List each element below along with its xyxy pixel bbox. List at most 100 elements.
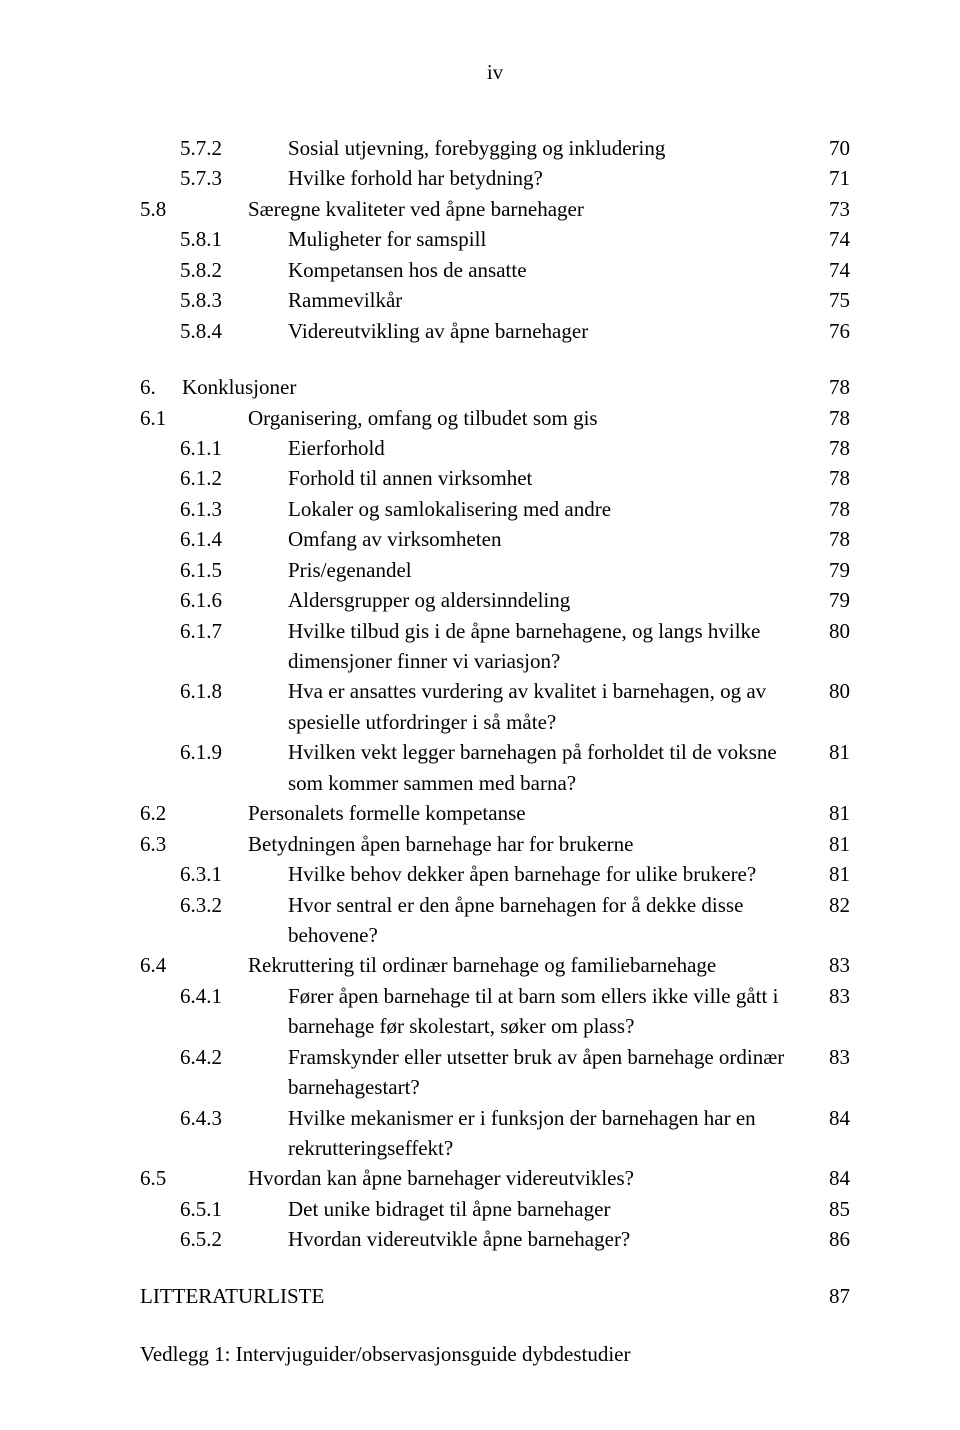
toc-entry-title: Hvordan videreutvikle åpne barnehager? (288, 1224, 820, 1254)
page-number: iv (140, 60, 850, 85)
toc-entry-page: 83 (820, 981, 850, 1042)
toc-entry: 5.8.2Kompetansen hos de ansatte74 (140, 255, 850, 285)
toc-entry-title: Særegne kvaliteter ved åpne barnehager (248, 194, 820, 224)
toc-entry-title: Framskynder eller utsetter bruk av åpen … (288, 1042, 820, 1103)
toc-entry-page: 78 (820, 494, 850, 524)
toc-entry-title: Omfang av virksomheten (288, 524, 820, 554)
toc-entry-page: 86 (820, 1224, 850, 1254)
toc-entry-number: 6.5.1 (140, 1194, 288, 1224)
toc-entry-title: Eierforhold (288, 433, 820, 463)
toc-entry: 6.4.1Fører åpen barnehage til at barn so… (140, 981, 850, 1042)
toc-entry: 6.1.8Hva er ansattes vurdering av kvalit… (140, 676, 850, 737)
toc-entry: 6.1.6Aldersgrupper og aldersinndeling79 (140, 585, 850, 615)
toc-entry-page: 78 (820, 372, 850, 402)
toc-entry-page: 78 (820, 433, 850, 463)
toc-entry-title: Vedlegg 1: Intervjuguider/observasjonsgu… (140, 1339, 850, 1369)
toc-container: 5.7.2Sosial utjevning, forebygging og in… (140, 133, 850, 1370)
toc-entry-number: 5.8 (140, 194, 248, 224)
toc-entry-number: 5.8.4 (140, 316, 288, 346)
toc-entry-title: Hvor sentral er den åpne barnehagen for … (288, 890, 820, 951)
toc-entry: 5.8.4Videreutvikling av åpne barnehager7… (140, 316, 850, 346)
toc-entry-number: 6.4.2 (140, 1042, 288, 1103)
toc-entry-number: 5.8.3 (140, 285, 288, 315)
toc-entry: LITTERATURLISTE87 (140, 1281, 850, 1311)
toc-entry-page: 81 (820, 859, 850, 889)
toc-entry-page: 84 (820, 1103, 850, 1164)
toc-entry-number: 5.8.1 (140, 224, 288, 254)
toc-entry-number: 5.7.3 (140, 163, 288, 193)
toc-entry-number: 6.1.8 (140, 676, 288, 737)
toc-entry-title: Hvilke mekanismer er i funksjon der barn… (288, 1103, 820, 1164)
toc-entry-page: 76 (820, 316, 850, 346)
toc-entry: 6.5Hvordan kan åpne barnehager videreutv… (140, 1163, 850, 1193)
toc-entry-page: 73 (820, 194, 850, 224)
toc-entry-title: Fører åpen barnehage til at barn som ell… (288, 981, 820, 1042)
toc-entry-title: Hvordan kan åpne barnehager videreutvikl… (248, 1163, 820, 1193)
toc-entry: 6.1Organisering, omfang og tilbudet som … (140, 403, 850, 433)
toc-entry-number: 6.1.3 (140, 494, 288, 524)
toc-entry: 5.8Særegne kvaliteter ved åpne barnehage… (140, 194, 850, 224)
toc-entry-number: 6.1.5 (140, 555, 288, 585)
toc-entry: 6.1.7Hvilke tilbud gis i de åpne barneha… (140, 616, 850, 677)
toc-entry-number: 6. (140, 372, 182, 402)
toc-entry-page: 78 (820, 463, 850, 493)
toc-entry: 6.1.4Omfang av virksomheten78 (140, 524, 850, 554)
toc-entry-number: 6.4 (140, 950, 248, 980)
toc-entry-page: 81 (820, 798, 850, 828)
toc-block: 5.7.2Sosial utjevning, forebygging og in… (140, 133, 850, 346)
toc-entry-title: Konklusjoner (182, 372, 820, 402)
toc-entry-page: 74 (820, 224, 850, 254)
toc-entry-title: Aldersgrupper og aldersinndeling (288, 585, 820, 615)
toc-entry-page: 80 (820, 616, 850, 677)
toc-entry-number: 6.1.9 (140, 737, 288, 798)
toc-entry-number: 6.3.1 (140, 859, 288, 889)
toc-entry-number: 6.4.3 (140, 1103, 288, 1164)
toc-entry-number: 6.5 (140, 1163, 248, 1193)
toc-entry-number: 6.4.1 (140, 981, 288, 1042)
toc-entry: 5.8.3Rammevilkår75 (140, 285, 850, 315)
toc-entry-number: 6.5.2 (140, 1224, 288, 1254)
toc-entry: 5.7.2Sosial utjevning, forebygging og in… (140, 133, 850, 163)
toc-entry-number: 6.1.4 (140, 524, 288, 554)
toc-entry-page: 82 (820, 890, 850, 951)
toc-entry-page: 79 (820, 555, 850, 585)
toc-entry: 6.4.2Framskynder eller utsetter bruk av … (140, 1042, 850, 1103)
toc-entry-page: 81 (820, 829, 850, 859)
toc-entry-page: 84 (820, 1163, 850, 1193)
toc-entry-title: Hva er ansattes vurdering av kvalitet i … (288, 676, 820, 737)
toc-entry: 6.5.1Det unike bidraget til åpne barneha… (140, 1194, 850, 1224)
toc-entry: 6.4Rekruttering til ordinær barnehage og… (140, 950, 850, 980)
toc-entry-page: 83 (820, 1042, 850, 1103)
toc-entry-page: 87 (820, 1281, 850, 1311)
toc-entry: 6.3.1Hvilke behov dekker åpen barnehage … (140, 859, 850, 889)
toc-entry-page: 79 (820, 585, 850, 615)
toc-entry-title: Rammevilkår (288, 285, 820, 315)
toc-block: 6.Konklusjoner786.1Organisering, omfang … (140, 372, 850, 1255)
toc-entry-number: 5.8.2 (140, 255, 288, 285)
toc-entry: 6.1.9Hvilken vekt legger barnehagen på f… (140, 737, 850, 798)
toc-entry-number: 6.1.6 (140, 585, 288, 615)
toc-entry: 6.2Personalets formelle kompetanse81 (140, 798, 850, 828)
toc-page: iv 5.7.2Sosial utjevning, forebygging og… (0, 0, 960, 1430)
toc-entry-number: 6.3 (140, 829, 248, 859)
toc-entry-title: Hvilke forhold har betydning? (288, 163, 820, 193)
toc-entry-number: 6.1.2 (140, 463, 288, 493)
toc-entry-title: Pris/egenandel (288, 555, 820, 585)
toc-entry-page: 78 (820, 524, 850, 554)
toc-entry-page: 83 (820, 950, 850, 980)
toc-entry-title: Muligheter for samspill (288, 224, 820, 254)
toc-entry-number: 6.1.7 (140, 616, 288, 677)
toc-entry: 6.1.1Eierforhold78 (140, 433, 850, 463)
toc-entry: 6.5.2Hvordan videreutvikle åpne barnehag… (140, 1224, 850, 1254)
toc-entry-title: LITTERATURLISTE (140, 1281, 820, 1311)
toc-entry-page: 74 (820, 255, 850, 285)
toc-entry-title: Kompetansen hos de ansatte (288, 255, 820, 285)
toc-entry-title: Organisering, omfang og tilbudet som gis (248, 403, 820, 433)
toc-entry: 6.3.2Hvor sentral er den åpne barnehagen… (140, 890, 850, 951)
toc-appendix: Vedlegg 1: Intervjuguider/observasjonsgu… (140, 1339, 850, 1369)
toc-entry: 6.4.3Hvilke mekanismer er i funksjon der… (140, 1103, 850, 1164)
toc-entry-number: 6.3.2 (140, 890, 288, 951)
toc-entry: 6.3Betydningen åpen barnehage har for br… (140, 829, 850, 859)
toc-entry-title: Betydningen åpen barnehage har for bruke… (248, 829, 820, 859)
toc-entry-page: 70 (820, 133, 850, 163)
